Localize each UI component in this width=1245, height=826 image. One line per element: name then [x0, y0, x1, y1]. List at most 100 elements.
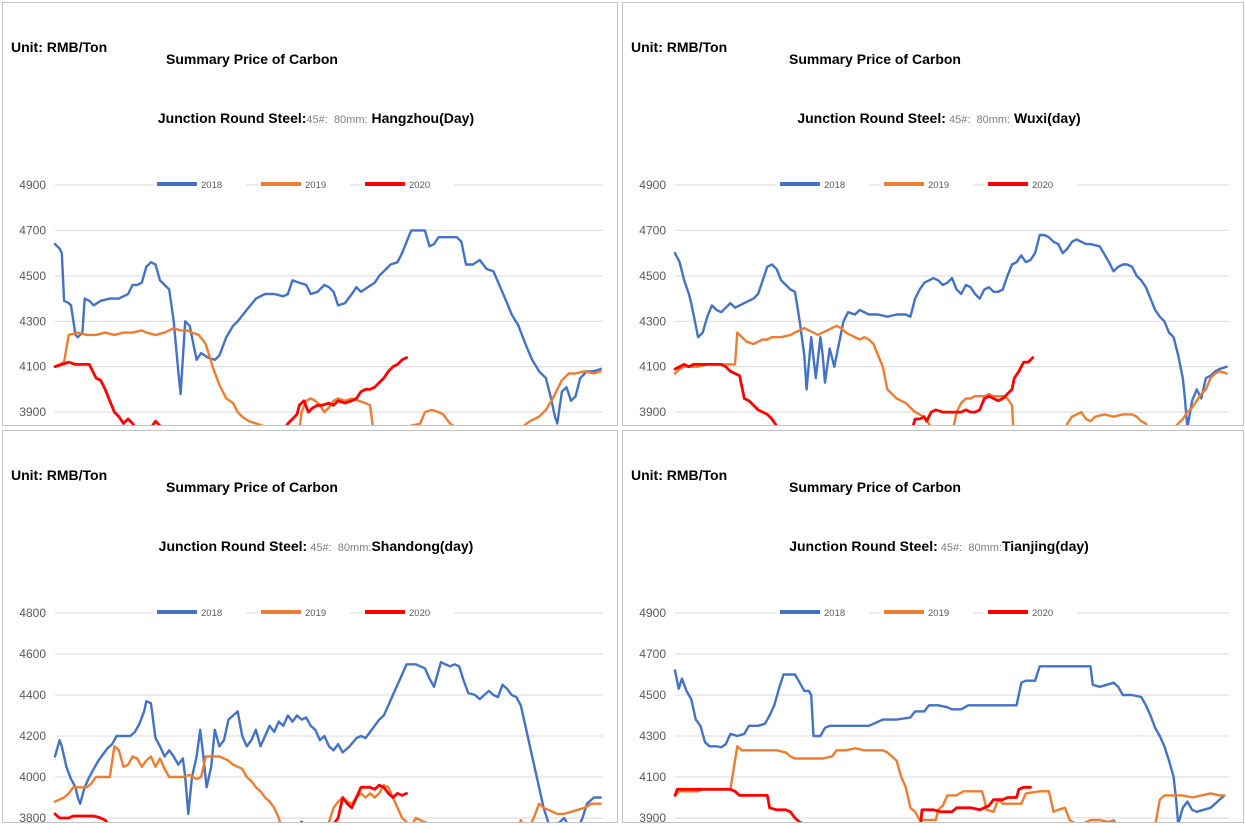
unit-label: Unit: RMB/Ton	[631, 39, 728, 55]
chart-panel-tianjing: Summary Price of Carbon Junction Round S…	[622, 430, 1244, 823]
legend-item-2018: 2018	[154, 605, 246, 621]
gridlines: 49004700450043004100390037003500	[639, 606, 1229, 823]
y-tick-label: 4700	[19, 224, 46, 238]
y-tick-label: 4400	[19, 688, 46, 702]
price-line-chart-tianjing: 4900470045004300410039003700350012345678…	[639, 605, 1229, 823]
series-2020	[53, 356, 409, 425]
series-2020	[673, 356, 1035, 425]
chart-title-spec: 45#: 80mm:	[945, 114, 1011, 127]
legend-label: 2020	[409, 608, 430, 619]
legend: 2018 2019 2020	[777, 177, 1077, 193]
price-line-chart-hangzhou: 49004700450043004100390037003500123 |456…	[19, 177, 603, 425]
chart-panel-wuxi: Summary Price of Carbon Junction Round S…	[622, 2, 1244, 426]
y-tick-label: 4300	[639, 315, 666, 329]
chart-header: Summary Price of Carbon Junction Round S…	[3, 431, 617, 597]
chart-title-steel-label: Junction Round Steel:	[797, 110, 946, 127]
chart-title-city: Hangzhou(Day)	[367, 110, 475, 127]
series-2019	[53, 745, 602, 822]
price-line-chart-shandong: 4800460044004200400038003600340012345678…	[19, 605, 603, 823]
legend-item-2019: 2019	[881, 177, 973, 193]
legend-item-2018: 2018	[154, 177, 246, 193]
series-2018	[53, 229, 602, 425]
chart-title-spec: 45#: 80mm:	[937, 542, 1002, 555]
chart-title-city: Tianjing(day)	[1001, 538, 1089, 555]
y-tick-label: 4000	[19, 770, 46, 784]
series-2019	[673, 745, 1226, 822]
legend-item-2018: 2018	[777, 177, 869, 193]
legend: 2018 2019 2020	[777, 605, 1077, 621]
chart-title-line1: Summary Price of Carbon	[166, 50, 338, 67]
legend-label: 2018	[824, 608, 845, 619]
y-tick-label: 4100	[19, 360, 46, 374]
y-tick-label: 4200	[19, 729, 46, 743]
unit-label: Unit: RMB/Ton	[11, 39, 108, 55]
legend-label: 2018	[201, 180, 222, 191]
y-tick-label: 4300	[639, 729, 666, 743]
legend-item-2020: 2020	[985, 177, 1077, 193]
legend-label: 2019	[305, 608, 326, 619]
legend-item-2019: 2019	[881, 605, 973, 621]
series-2018	[673, 234, 1228, 425]
legend-item-2018: 2018	[777, 605, 869, 621]
legend-item-2020: 2020	[985, 605, 1077, 621]
y-tick-label: 4300	[19, 315, 46, 329]
price-line-chart-wuxi: 4900470045004300410039003700350012345678…	[639, 177, 1229, 425]
y-tick-label: 3900	[639, 405, 666, 419]
legend-label: 2019	[305, 180, 326, 191]
chart-title-city: Shandong(day)	[371, 538, 474, 555]
legend: 2018 2019 2020	[154, 605, 454, 621]
y-tick-label: 3900	[639, 811, 666, 823]
y-tick-label: 4900	[639, 606, 666, 620]
legend-label: 2020	[1032, 180, 1053, 191]
unit-label: Unit: RMB/Ton	[11, 467, 108, 483]
chart-title-line1: Summary Price of Carbon	[166, 478, 338, 495]
chart-header: Summary Price of Carbon Junction Round S…	[3, 3, 617, 169]
y-tick-label: 4100	[639, 770, 666, 784]
chart-title-steel-label: Junction Round Steel:	[158, 538, 308, 555]
chart-title-line2: Junction Round Steel: 45#: 80mm: Wuxi(da…	[629, 109, 1243, 127]
y-tick-label: 4900	[19, 178, 46, 192]
chart-title-spec: 45#: 80mm:	[307, 542, 372, 555]
series-2018	[673, 665, 1226, 822]
series-2020	[53, 784, 409, 822]
unit-label: Unit: RMB/Ton	[631, 467, 728, 483]
chart-header: Summary Price of Carbon Junction Round S…	[623, 431, 1243, 597]
legend: 2018 2019 2020	[154, 177, 454, 193]
legend-label: 2020	[1032, 608, 1053, 619]
series-2019	[53, 327, 602, 425]
y-tick-label: 4500	[19, 269, 46, 283]
legend-label: 2018	[824, 180, 845, 191]
legend-label: 2020	[409, 180, 430, 191]
y-tick-label: 4800	[19, 606, 46, 620]
y-tick-label: 4100	[639, 360, 666, 374]
y-tick-label: 4900	[639, 178, 666, 192]
chart-panel-shandong: Summary Price of Carbon Junction Round S…	[2, 430, 618, 823]
chart-title-steel-label: Junction Round Steel:	[157, 110, 307, 127]
legend-label: 2019	[928, 608, 949, 619]
y-tick-label: 3900	[19, 405, 46, 419]
legend-item-2020: 2020	[362, 177, 454, 193]
y-tick-label: 4700	[639, 224, 666, 238]
y-tick-label: 4700	[639, 647, 666, 661]
legend-item-2019: 2019	[258, 605, 350, 621]
y-tick-label: 4500	[639, 688, 666, 702]
gridlines: 48004600440042004000380036003400	[19, 606, 603, 823]
legend-item-2019: 2019	[258, 177, 350, 193]
series-2020	[673, 786, 1032, 822]
y-tick-label: 4600	[19, 647, 46, 661]
legend-item-2020: 2020	[362, 605, 454, 621]
chart-title-steel-label: Junction Round Steel:	[789, 538, 938, 555]
y-tick-label: 4500	[639, 269, 666, 283]
chart-title-line1: Summary Price of Carbon	[789, 50, 961, 67]
chart-title-line2: Junction Round Steel:45#: 80mm: Hangzhou…	[9, 109, 617, 127]
chart-title-line2: Junction Round Steel: 45#: 80mm:Shandong…	[9, 537, 617, 555]
legend-label: 2019	[928, 180, 949, 191]
gridlines: 49004700450043004100390037003500	[639, 178, 1229, 419]
chart-title-line2: Junction Round Steel: 45#: 80mm:Tianjing…	[629, 537, 1243, 555]
gridlines: 49004700450043004100390037003500	[19, 178, 603, 419]
chart-title-line1: Summary Price of Carbon	[789, 478, 961, 495]
chart-title-city: Wuxi(day)	[1010, 110, 1081, 127]
y-tick-label: 3800	[19, 811, 46, 823]
chart-panel-hangzhou: Summary Price of Carbon Junction Round S…	[2, 2, 618, 426]
